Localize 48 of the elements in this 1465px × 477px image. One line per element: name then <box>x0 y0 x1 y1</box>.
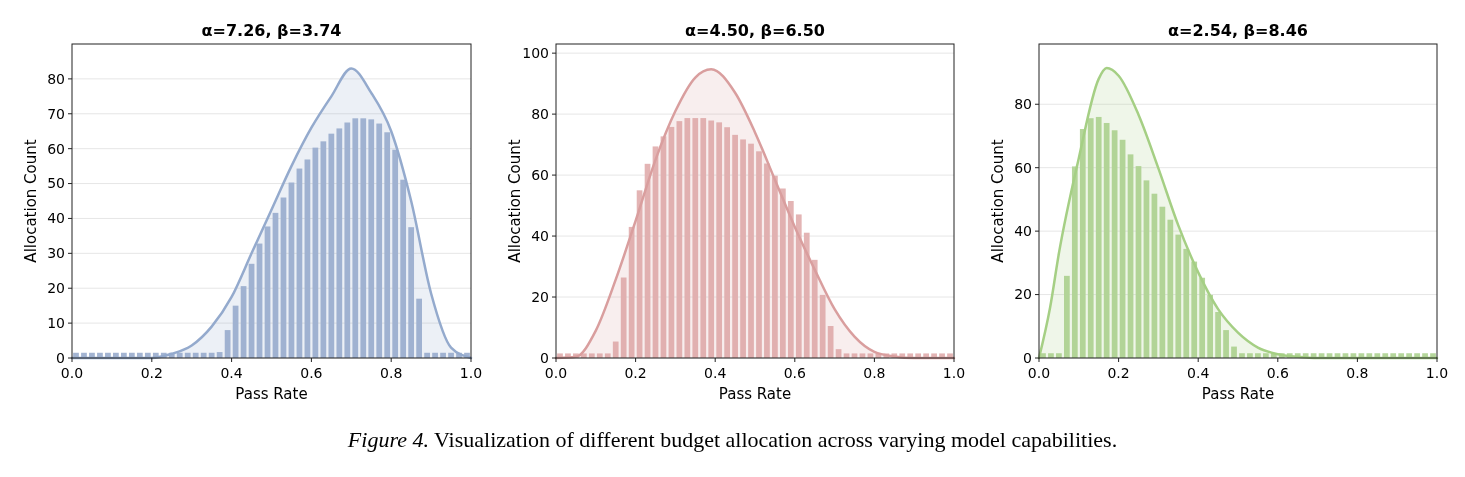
x-tick-label: 0.2 <box>140 365 163 381</box>
y-tick-label: 0 <box>540 349 549 366</box>
x-tick-label: 0.6 <box>300 365 323 381</box>
x-axis-title: Pass Rate <box>235 385 308 403</box>
chart-title: α=2.54, β=8.46 <box>1168 21 1308 40</box>
y-tick-label: 10 <box>47 315 65 332</box>
y-tick-label: 80 <box>47 70 65 87</box>
y-tick-label: 60 <box>47 140 65 157</box>
x-tick-label: 0.6 <box>1266 365 1290 381</box>
x-tick-label: 0.4 <box>704 365 727 381</box>
x-tick-label: 0.2 <box>624 365 647 381</box>
x-tick-label: 0.4 <box>1187 365 1210 381</box>
x-tick-label: 1.0 <box>942 365 966 381</box>
y-tick-label: 40 <box>1014 223 1032 240</box>
y-tick-label: 60 <box>1014 159 1032 176</box>
y-tick-label: 20 <box>47 280 65 297</box>
x-axis-title: Pass Rate <box>1201 385 1275 403</box>
x-tick-label: 0.2 <box>1107 365 1130 381</box>
y-tick-label: 20 <box>1014 286 1032 303</box>
x-tick-label: 0.8 <box>380 365 403 381</box>
y-tick-label: 40 <box>47 210 65 227</box>
x-tick-label: 1.0 <box>1425 365 1449 381</box>
x-axis-title: Pass Rate <box>718 385 792 403</box>
x-tick-label: 0.0 <box>60 365 84 381</box>
chart-title: α=4.50, β=6.50 <box>685 21 825 40</box>
y-axis-title: Allocation Count <box>22 139 40 263</box>
x-tick-label: 0.4 <box>220 365 243 381</box>
y-axis-title: Allocation Count <box>506 139 524 263</box>
x-tick-label: 0.8 <box>1346 365 1369 381</box>
caption: Figure 4. Visualization of different budget allocation across varying model capabilities. <box>346 427 1118 452</box>
x-tick-label: 0.0 <box>1027 365 1051 381</box>
y-tick-label: 80 <box>531 106 549 123</box>
x-tick-label: 0.0 <box>544 365 568 381</box>
y-tick-label: 70 <box>47 105 65 122</box>
y-tick-label: 80 <box>1014 96 1032 113</box>
y-tick-label: 30 <box>47 245 65 262</box>
x-tick-label: 1.0 <box>459 365 483 381</box>
y-tick-label: 100 <box>522 45 549 62</box>
y-tick-label: 0 <box>56 349 65 366</box>
y-tick-label: 20 <box>531 288 549 305</box>
chart-title: α=7.26, β=3.74 <box>201 21 342 40</box>
y-axis-title: Allocation Count <box>989 139 1007 263</box>
y-tick-label: 50 <box>47 175 65 192</box>
x-tick-label: 0.8 <box>863 365 886 381</box>
y-tick-label: 0 <box>1023 349 1032 366</box>
x-tick-label: 0.6 <box>783 365 807 381</box>
y-tick-label: 60 <box>531 166 549 183</box>
y-tick-label: 40 <box>531 227 549 244</box>
